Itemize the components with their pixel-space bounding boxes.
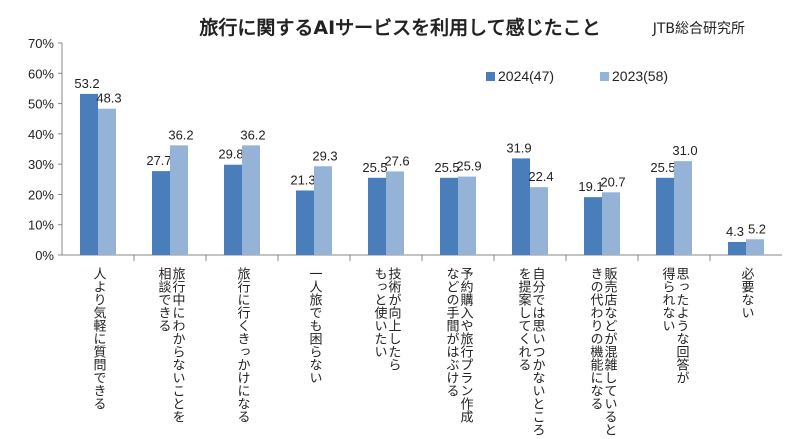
- bar-2023: [602, 192, 620, 255]
- data-label: 4.3: [726, 224, 744, 239]
- category-label: 必要ない: [739, 267, 755, 319]
- category-label: 相談できる: [156, 267, 172, 332]
- y-tick-label: 0%: [35, 248, 54, 263]
- data-label: 25.5: [362, 160, 387, 175]
- bar-2024: [224, 164, 242, 255]
- category-label: きの代わりの機能になる: [588, 267, 604, 410]
- category-label: 思ったような回答が: [674, 267, 690, 384]
- y-tick-label: 70%: [28, 36, 54, 51]
- category-label: 自分では思いつかないところ: [530, 267, 546, 436]
- bar-2023: [242, 145, 260, 255]
- category-label: 予約購入や旅行プラン作成: [458, 267, 474, 424]
- data-label: 5.2: [748, 221, 766, 236]
- bar-2024: [512, 158, 530, 255]
- data-label: 20.7: [600, 174, 625, 189]
- bar-2024: [728, 241, 746, 255]
- data-label: 25.9: [456, 159, 481, 174]
- category-label: を提案してくれる: [516, 267, 532, 371]
- y-tick-label: 10%: [28, 218, 54, 233]
- legend: 2024(47) 2023(58): [486, 68, 668, 84]
- category-label: 一人旅でも困らない: [307, 267, 323, 384]
- legend-swatch: [486, 72, 495, 81]
- data-label: 29.3: [312, 148, 337, 163]
- bar-2024: [296, 190, 314, 255]
- category-label: 販売店などが混雑していると: [602, 267, 618, 436]
- data-label: 21.3: [290, 172, 315, 187]
- category-label: 技術が向上したら: [386, 267, 402, 371]
- data-label: 19.1: [578, 179, 603, 194]
- y-tick-label: 60%: [28, 66, 54, 81]
- data-label: 36.2: [168, 127, 193, 142]
- y-tick-label: 50%: [28, 97, 54, 112]
- legend-label: 2024(47): [498, 68, 554, 84]
- data-label: 36.2: [240, 127, 265, 142]
- data-label: 53.2: [74, 76, 99, 91]
- chart-title: 旅行に関するAIサービスを利用して感じたこと: [199, 16, 600, 39]
- bar-2023: [458, 176, 476, 255]
- category-label: 旅行に行くきっかけになる: [235, 267, 251, 423]
- bar-2024: [440, 177, 458, 255]
- y-tick-label: 20%: [28, 187, 54, 202]
- bar-2023: [530, 187, 548, 255]
- legend-label: 2023(58): [612, 68, 668, 84]
- data-label: 25.5: [650, 160, 675, 175]
- data-label: 31.0: [672, 143, 697, 158]
- bar-2023: [170, 145, 188, 255]
- bar-2023: [746, 239, 764, 255]
- data-label: 31.9: [506, 140, 531, 155]
- bar-2024: [368, 177, 386, 255]
- data-label: 29.8: [218, 147, 243, 162]
- source-label: JTB総合研究所: [652, 21, 745, 37]
- bar-2023: [674, 161, 692, 255]
- data-label: 48.3: [96, 91, 121, 106]
- data-label: 27.6: [384, 153, 409, 168]
- bar-2023: [386, 171, 404, 255]
- data-label: 27.7: [146, 153, 171, 168]
- data-label: 25.5: [434, 160, 459, 175]
- bar-2024: [152, 171, 170, 255]
- bar-2024: [584, 197, 602, 255]
- category-label: 人より気軽に質問できる: [91, 267, 107, 410]
- bar-2023: [314, 166, 332, 255]
- plot-area: 0% 10% 20% 30% 40% 50% 60% 70% 53.248.3 人より気軽に質問で…: [28, 36, 782, 436]
- bar-2024: [656, 177, 674, 255]
- legend-swatch: [600, 72, 609, 81]
- category-label: などの手間がはぶける: [444, 267, 460, 397]
- category-label: 旅行中にわからないことを: [170, 267, 186, 423]
- y-tick-label: 30%: [28, 157, 54, 172]
- category-label: もっと使いたい: [372, 267, 388, 358]
- data-label: 22.4: [528, 169, 553, 184]
- category-label: 得られない: [660, 266, 676, 332]
- bar-2024: [80, 93, 98, 255]
- bar-2023: [98, 108, 116, 255]
- y-tick-label: 40%: [28, 127, 54, 142]
